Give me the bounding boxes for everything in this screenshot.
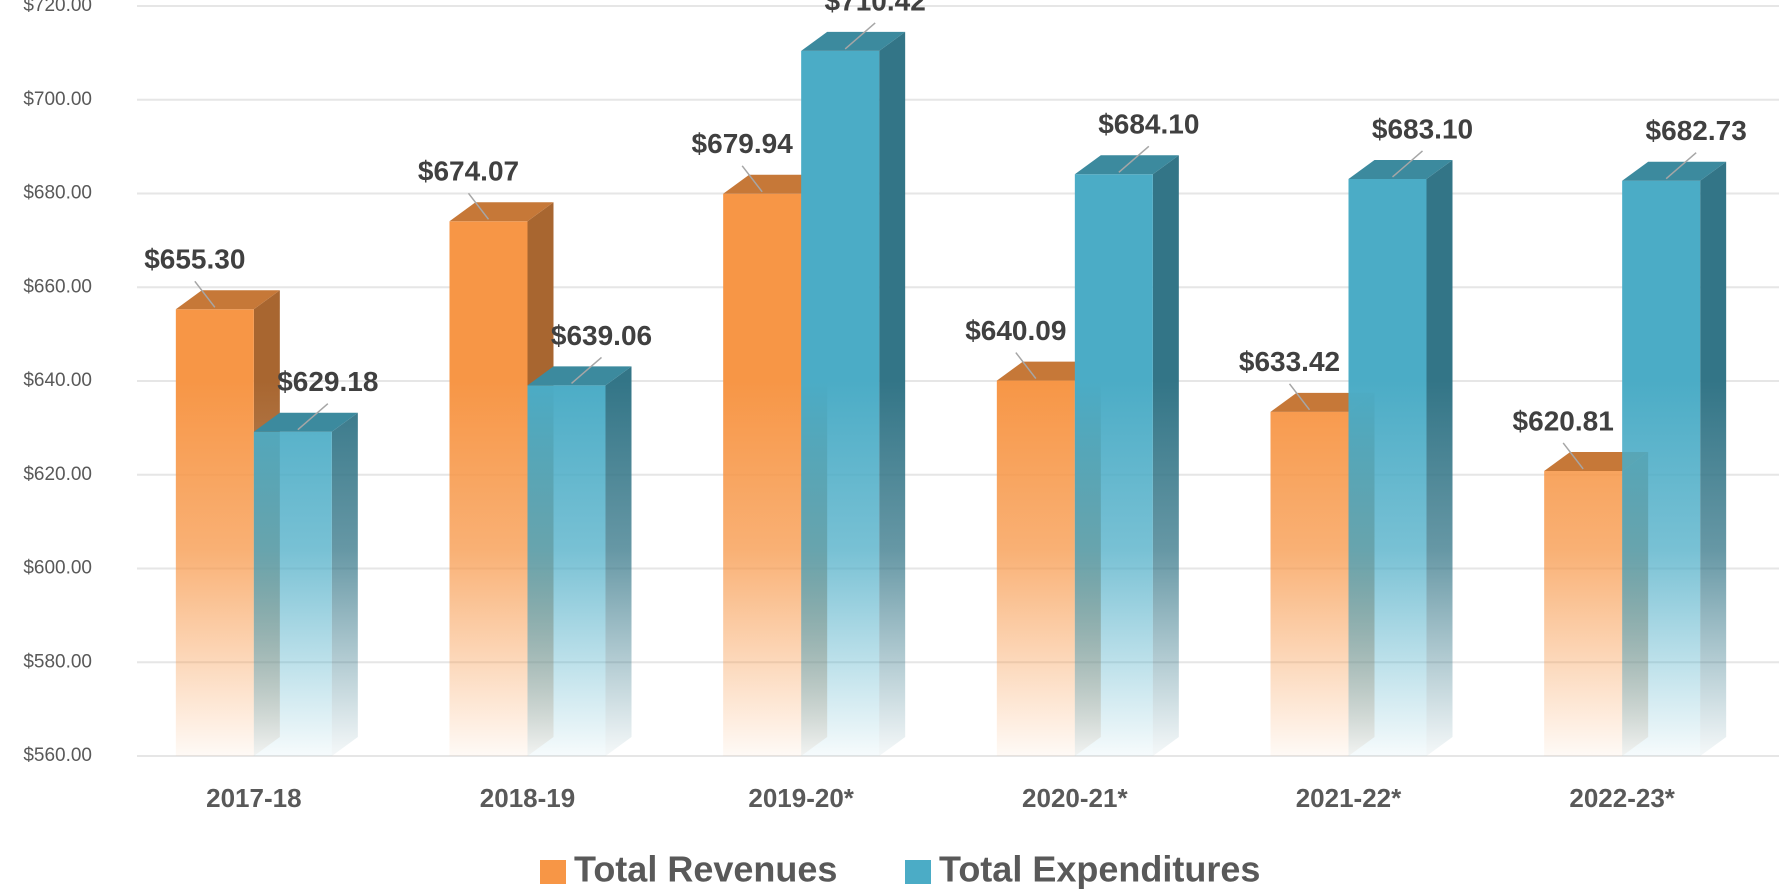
value-label: $640.09 [965, 315, 1066, 346]
x-tick-label: 2018-19 [480, 783, 575, 813]
bar-front [1544, 470, 1623, 756]
y-tick-label: $640.00 [23, 370, 92, 391]
value-label: $674.07 [418, 156, 519, 187]
bar-front [1348, 178, 1427, 756]
bar-front [449, 221, 528, 756]
y-tick-label: $560.00 [23, 745, 92, 766]
leader-line [1118, 145, 1150, 173]
y-tick-label: $580.00 [23, 651, 92, 672]
leader-line [1562, 442, 1584, 470]
value-label: $655.30 [144, 244, 245, 275]
leader-line [1392, 150, 1423, 178]
bar-front [527, 385, 606, 756]
y-tick-label: $660.00 [23, 276, 92, 297]
value-label: $629.18 [277, 366, 378, 397]
value-label: $620.81 [1513, 405, 1614, 436]
y-tick-label: $700.00 [23, 89, 92, 110]
x-tick-label: 2022-23* [1569, 783, 1675, 813]
legend-swatch [540, 860, 566, 884]
y-tick-label: $600.00 [23, 558, 92, 579]
bar-top [175, 290, 280, 310]
bar-front [1622, 180, 1701, 756]
bar-front [996, 380, 1075, 756]
leader-line [1288, 383, 1311, 411]
x-tick-label: 2020-21* [1022, 783, 1128, 813]
leader-line [297, 403, 329, 431]
x-tick-label: 2017-18 [206, 783, 301, 813]
bar-side [1426, 159, 1453, 756]
value-label: $679.94 [692, 128, 794, 159]
y-tick-label: $620.00 [23, 464, 92, 485]
bar-side [605, 366, 632, 756]
bar-front [1074, 174, 1153, 756]
bar-side [879, 31, 906, 756]
value-label: $682.73 [1646, 115, 1747, 146]
legend: Total Revenues Total Expenditures [540, 849, 1260, 890]
legend-swatch [905, 860, 931, 884]
legend-label: Total Revenues [574, 849, 837, 890]
leader-line [1015, 352, 1037, 380]
x-tick-label: 2019-20* [748, 783, 854, 813]
value-label: $684.10 [1098, 109, 1199, 140]
leader-line [194, 280, 216, 308]
leader-line [844, 22, 876, 50]
bar-front [253, 431, 332, 756]
leader-line [467, 192, 490, 220]
bar [527, 366, 632, 756]
bar-side [331, 412, 358, 756]
y-tick-label: $720.00 [23, 0, 92, 16]
legend-label: Total Expenditures [939, 849, 1260, 890]
x-tick-label: 2021-22* [1296, 783, 1402, 813]
bar [1348, 159, 1453, 756]
bar [1622, 161, 1727, 756]
bar [253, 412, 358, 756]
y-tick-label: $680.00 [23, 183, 92, 204]
value-label: $639.06 [551, 320, 652, 351]
value-label: $710.42 [825, 0, 926, 16]
bar-front [801, 50, 880, 756]
leader-line [741, 165, 763, 193]
bar [1074, 155, 1179, 756]
bar-front [1270, 411, 1349, 756]
bar [801, 31, 906, 756]
value-label: $633.42 [1239, 346, 1340, 377]
bar-front [175, 309, 254, 756]
bar-top [449, 202, 554, 222]
leader-line [1665, 152, 1697, 180]
bar-side [1700, 161, 1727, 756]
value-label: $683.10 [1372, 113, 1473, 144]
bar-side [1152, 155, 1179, 756]
bar-front [723, 193, 802, 756]
leader-line [571, 356, 602, 384]
